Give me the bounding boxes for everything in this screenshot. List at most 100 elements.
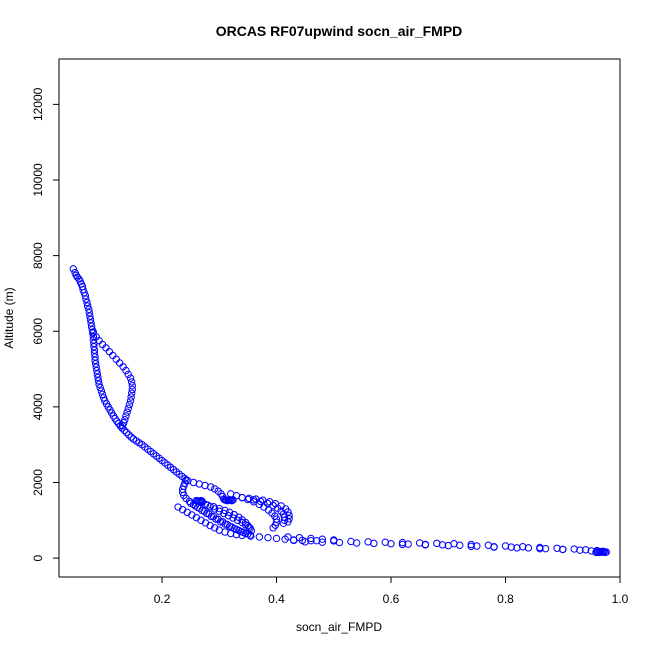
data-point: [272, 534, 281, 543]
data-point: [127, 433, 135, 441]
data-point: [247, 527, 256, 535]
data-point: [83, 302, 92, 310]
data-point: [541, 544, 550, 553]
data-point: [224, 512, 233, 520]
y-axis: 0 2000 4000 6000 8000 10000 12000: [31, 87, 59, 561]
x-tick-label: 0.6: [383, 592, 400, 606]
data-point: [444, 541, 452, 550]
data-point: [118, 422, 127, 430]
data-point: [307, 537, 315, 545]
data-point: [120, 426, 128, 434]
data-point: [559, 545, 567, 554]
y-tick-label: 10000: [31, 163, 45, 197]
data-point: [109, 351, 117, 360]
data-point: [600, 547, 608, 556]
data-point: [93, 370, 102, 378]
data-point: [86, 312, 94, 320]
data-point: [91, 356, 99, 365]
data-point: [387, 540, 395, 548]
x-axis: 0.2 0.4 0.6 0.8 1.0: [154, 577, 629, 606]
data-point: [490, 543, 498, 551]
data-point: [587, 547, 596, 555]
y-tick-label: 8000: [31, 242, 45, 269]
x-tick-label: 0.8: [497, 592, 514, 606]
data-point: [211, 524, 219, 532]
data-point: [269, 524, 277, 532]
y-tick-label: 0: [31, 554, 45, 561]
data-point: [404, 540, 412, 548]
data-point: [124, 370, 132, 379]
data-point: [128, 378, 136, 386]
data-point: [124, 404, 132, 413]
data-point: [255, 533, 264, 541]
x-tick-label: 0.4: [268, 592, 285, 606]
data-point: [126, 397, 135, 405]
data-point: [91, 360, 100, 368]
data-point: [264, 533, 272, 542]
data-point: [238, 493, 246, 502]
data-point: [228, 496, 236, 505]
data-point: [518, 543, 527, 551]
data-point: [301, 538, 309, 546]
data-point: [227, 529, 235, 538]
plot-frame: [58, 58, 621, 578]
y-tick-label: 2000: [31, 469, 45, 496]
data-point: [86, 315, 95, 324]
data-point: [247, 532, 255, 540]
x-tick-label: 1.0: [612, 592, 629, 606]
data-point: [221, 506, 229, 515]
data-point: [473, 542, 481, 550]
data-point: [115, 359, 124, 367]
data-point: [87, 319, 95, 327]
data-point: [122, 366, 130, 375]
data-point: [318, 538, 327, 546]
data-point: [370, 539, 378, 548]
data-point: [94, 377, 103, 385]
data-point: [95, 380, 103, 388]
data-point: [81, 291, 90, 300]
data-point: [122, 428, 131, 437]
data-point: [232, 530, 241, 539]
data-point: [335, 538, 344, 547]
data-point: [122, 412, 130, 420]
data-point: [507, 543, 515, 551]
data-point: [69, 265, 78, 273]
data-point: [112, 355, 120, 363]
data-point: [553, 544, 561, 552]
data-point: [127, 393, 135, 401]
data-point: [92, 363, 100, 371]
data-point: [105, 347, 114, 356]
data-point: [467, 542, 475, 551]
y-tick-label: 4000: [31, 393, 45, 420]
data-point: [82, 295, 90, 303]
data-point: [85, 309, 94, 317]
x-axis-label: socn_air_FMPD: [296, 620, 382, 634]
y-tick-label: 6000: [31, 318, 45, 345]
data-point: [126, 374, 135, 382]
data-point: [398, 540, 407, 549]
data-point: [581, 546, 590, 554]
data-point: [249, 496, 258, 504]
y-tick-label: 12000: [31, 87, 45, 121]
data-point: [206, 521, 214, 530]
data-point: [229, 514, 237, 522]
data-point: [290, 536, 298, 545]
data-point: [123, 408, 131, 416]
data-point: [284, 533, 292, 541]
data-point: [125, 431, 133, 439]
data-point: [524, 544, 533, 552]
data-point: [98, 390, 107, 399]
data-point: [501, 542, 510, 550]
data-point: [206, 502, 214, 511]
data-point: [128, 389, 136, 397]
data-point: [245, 494, 253, 503]
data-point: [232, 525, 241, 534]
x-tick-label: 0.2: [154, 592, 171, 606]
data-point: [94, 373, 102, 382]
data-point: [284, 508, 292, 516]
data-point: [125, 400, 134, 409]
data-point: [513, 544, 521, 552]
data-point: [83, 298, 91, 307]
data-point: [215, 507, 223, 515]
data-point: [438, 541, 447, 549]
